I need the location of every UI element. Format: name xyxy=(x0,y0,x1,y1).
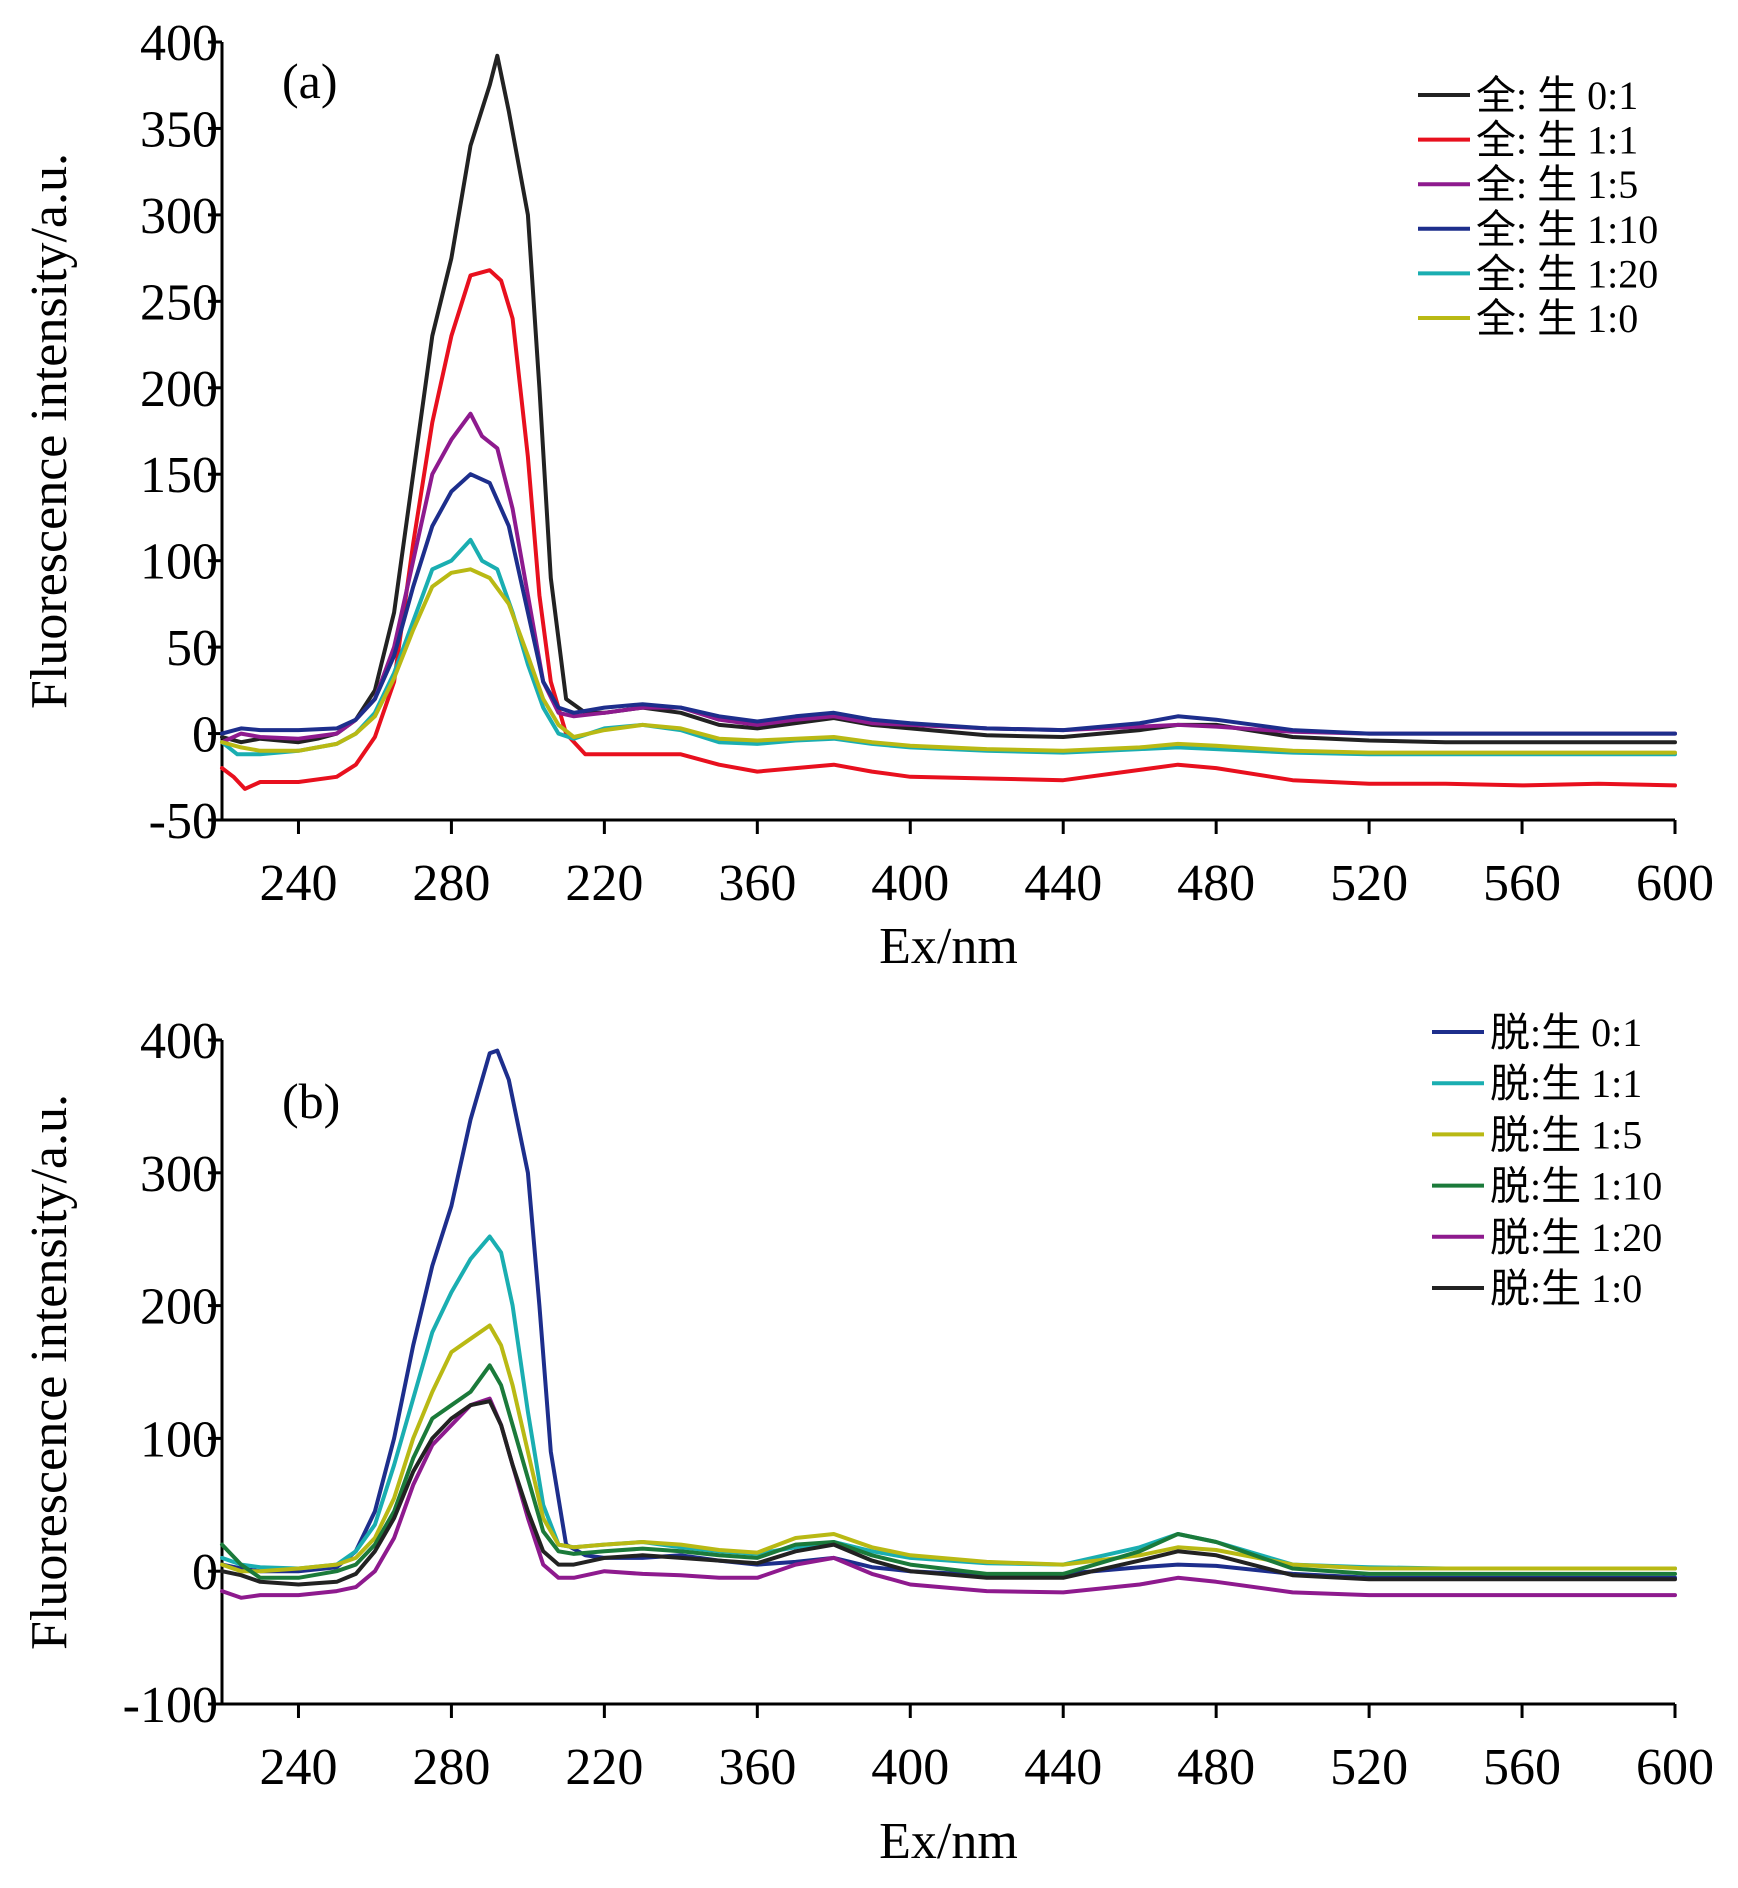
y-tick-label: 50 xyxy=(166,620,218,677)
legend-label: 全: 生 1:20 xyxy=(1476,251,1658,296)
y-tick-label: 100 xyxy=(140,534,218,591)
x-tick-label: 220 xyxy=(565,855,643,912)
x-tick-label: 280 xyxy=(412,855,490,912)
x-tick-label: 480 xyxy=(1177,1739,1255,1796)
y-tick-label: 150 xyxy=(140,447,218,504)
legend-label: 脱:生 1:10 xyxy=(1490,1164,1662,1209)
series-line-1 xyxy=(220,53,1677,745)
legend-label: 脱:生 1:0 xyxy=(1490,1266,1642,1311)
legend-label: 脱:生 0:1 xyxy=(1490,1010,1642,1055)
x-tick-label: 220 xyxy=(565,1739,643,1796)
x-tick-label: 560 xyxy=(1483,1739,1561,1796)
y-tick-label: 0 xyxy=(192,1544,218,1601)
x-tick-label: 360 xyxy=(718,855,796,912)
series-line-4 xyxy=(220,1363,1677,1580)
x-tick-label: 480 xyxy=(1177,855,1255,912)
x-tick-label: 440 xyxy=(1024,1739,1102,1796)
panel-label: (a) xyxy=(282,53,338,109)
y-axis-title: Fluorescence intensity/a.u. xyxy=(21,153,78,709)
x-tick-label: 440 xyxy=(1024,855,1102,912)
x-tick-label: 280 xyxy=(412,1739,490,1796)
x-tick-label: 520 xyxy=(1330,1739,1408,1796)
y-tick-label: 100 xyxy=(140,1411,218,1468)
x-tick-label: 360 xyxy=(718,1739,796,1796)
x-tick-label: 600 xyxy=(1636,855,1714,912)
chart-panel-a: -50 0 50 100 150 200 250 300 350 400 240 280 220 360 4… xyxy=(21,15,1714,975)
y-tick-label: 400 xyxy=(140,15,218,72)
y-tick-label: 200 xyxy=(140,1279,218,1336)
y-tick-label: 350 xyxy=(140,101,218,158)
y-tick-label: 0 xyxy=(192,707,218,764)
legend-label: 全: 生 0:1 xyxy=(1476,73,1638,118)
y-tick-label: 300 xyxy=(140,188,218,245)
series-line-2 xyxy=(220,268,1677,791)
series-line-4 xyxy=(220,472,1677,736)
x-axis-title: Ex/nm xyxy=(879,918,1018,975)
legend-label: 脱:生 1:1 xyxy=(1490,1061,1642,1106)
x-tick-label: 600 xyxy=(1636,1739,1714,1796)
series-line-3 xyxy=(220,1323,1677,1574)
series-line-6 xyxy=(220,1399,1677,1587)
chart-panel-b: -100 0 100 200 300 400 240 280 220 360 400 440 480 52… xyxy=(21,1010,1714,1870)
y-tick-label: -50 xyxy=(149,793,218,850)
x-tick-label: 240 xyxy=(259,1739,337,1796)
y-tick-label: 200 xyxy=(140,361,218,418)
x-tick-label: 400 xyxy=(871,1739,949,1796)
x-tick-label: 520 xyxy=(1330,855,1408,912)
x-tick-label: 560 xyxy=(1483,855,1561,912)
y-axis-title: Fluorescence intensity/a.u. xyxy=(21,1094,78,1650)
y-tick-label: -100 xyxy=(123,1677,218,1734)
legend-label: 全: 生 1:0 xyxy=(1476,296,1638,341)
y-tick-label: 400 xyxy=(140,1013,218,1070)
x-tick-label: 400 xyxy=(871,855,949,912)
y-tick-label: 300 xyxy=(140,1146,218,1203)
series-line-5 xyxy=(220,1396,1677,1600)
series-line-3 xyxy=(220,411,1677,745)
series-line-1 xyxy=(220,1048,1677,1580)
panel-label: (b) xyxy=(282,1073,340,1129)
x-tick-label: 240 xyxy=(259,855,337,912)
series-line-5 xyxy=(220,537,1677,757)
legend-label: 全: 生 1:10 xyxy=(1476,207,1658,252)
y-tick-label: 250 xyxy=(140,274,218,331)
legend-label: 全: 生 1:5 xyxy=(1476,162,1638,207)
legend-label: 全: 生 1:1 xyxy=(1476,118,1638,163)
legend-label: 脱:生 1:5 xyxy=(1490,1112,1642,1157)
legend-label: 脱:生 1:20 xyxy=(1490,1215,1662,1260)
x-axis-title: Ex/nm xyxy=(879,1813,1018,1870)
series-line-6 xyxy=(220,567,1677,755)
